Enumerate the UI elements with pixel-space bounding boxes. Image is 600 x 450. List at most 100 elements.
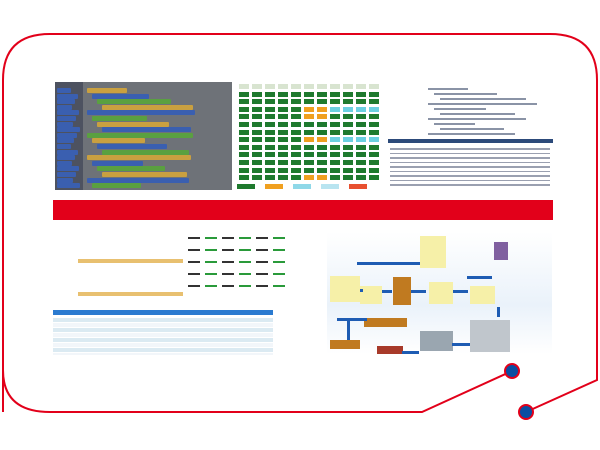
- status-text: [188, 249, 200, 251]
- palette-block: [57, 93, 78, 99]
- crate-icon: [364, 318, 407, 327]
- status-cell: [278, 106, 288, 112]
- status-cell: [291, 106, 301, 112]
- status-cell: [317, 167, 327, 173]
- status-cell: [291, 114, 301, 120]
- legend-swatch: [265, 184, 283, 189]
- status-cell: [265, 106, 275, 112]
- status-cell: [291, 84, 301, 89]
- status-cell: [343, 152, 353, 158]
- status-text: [188, 273, 200, 275]
- status-cell: [265, 91, 275, 97]
- code-block: [102, 172, 187, 177]
- flow-arrow: [402, 351, 419, 354]
- code-block: [102, 149, 189, 155]
- dot-icon: [504, 363, 520, 379]
- palette-block: [57, 166, 79, 172]
- status-cell: [252, 175, 262, 181]
- status-text: [222, 237, 234, 239]
- block-editor-screenshot: [55, 82, 232, 190]
- status-text: [239, 249, 251, 251]
- status-cell: [317, 91, 327, 97]
- status-cell: [304, 160, 314, 165]
- status-cell: [239, 99, 249, 105]
- status-cell: [278, 91, 288, 97]
- table-header: [53, 310, 273, 315]
- status-text: [222, 285, 234, 287]
- status-cell: [278, 167, 288, 173]
- flow-arrow: [411, 290, 426, 293]
- status-cell: [304, 167, 314, 173]
- palette-block: [57, 149, 78, 155]
- palette-block: [57, 138, 74, 144]
- frame-outer-border: [2, 33, 598, 413]
- palette-block: [57, 132, 77, 138]
- status-cell: [278, 144, 288, 150]
- logistics-flow-diagram: [327, 232, 552, 354]
- code-line: [440, 128, 504, 130]
- code-block: [102, 127, 191, 133]
- status-cell: [330, 106, 340, 112]
- status-text: [205, 237, 217, 239]
- forklift-icon: [360, 286, 382, 304]
- flow-arrow: [337, 318, 367, 321]
- code-line: [428, 103, 537, 105]
- status-text: [273, 249, 285, 251]
- legend-swatch: [293, 184, 311, 189]
- status-text: [239, 261, 251, 263]
- status-cell: [343, 84, 353, 89]
- code-block: [87, 177, 189, 183]
- status-cell: [356, 114, 366, 120]
- status-cell: [252, 144, 262, 150]
- status-text: [188, 285, 200, 287]
- status-cell: [304, 122, 314, 127]
- code-block: [97, 144, 167, 149]
- status-cell: [369, 122, 379, 127]
- status-cell: [330, 160, 340, 165]
- table-row: [53, 343, 273, 347]
- status-text: [256, 237, 268, 239]
- status-cell: [252, 152, 262, 158]
- log-line: [390, 148, 550, 150]
- log-line: [390, 166, 550, 168]
- status-cell: [356, 137, 366, 143]
- log-line: [390, 175, 550, 177]
- flow-arrow: [382, 290, 392, 293]
- status-text: [205, 261, 217, 263]
- code-block: [92, 116, 147, 121]
- status-cell: [356, 84, 366, 89]
- status-cell: [317, 122, 327, 127]
- palette-block: [57, 144, 71, 149]
- crate-icon: [330, 340, 360, 349]
- status-cell: [291, 167, 301, 173]
- palette-block: [57, 121, 73, 127]
- log-line: [390, 184, 550, 186]
- palette-block: [57, 88, 71, 93]
- status-cell: [278, 175, 288, 181]
- status-cell: [278, 152, 288, 158]
- status-grid-screenshot: [237, 82, 385, 190]
- status-cell: [343, 137, 353, 143]
- computer-icon: [420, 236, 446, 268]
- dot-icon: [518, 404, 534, 420]
- crate-icon: [393, 277, 411, 305]
- flow-arrow: [453, 290, 468, 293]
- status-cell: [356, 122, 366, 127]
- status-cell: [317, 144, 327, 150]
- status-cell: [369, 84, 379, 89]
- status-cell: [330, 129, 340, 135]
- inspection-box: [429, 282, 453, 304]
- code-block: [87, 132, 193, 138]
- status-text: [239, 273, 251, 275]
- status-cell: [239, 122, 249, 127]
- status-text: [188, 261, 200, 263]
- code-block: [97, 166, 165, 172]
- status-cell: [291, 137, 301, 143]
- table-row: [53, 353, 273, 355]
- code-block: [87, 88, 127, 93]
- truck-icon: [330, 276, 360, 302]
- status-cell: [330, 167, 340, 173]
- red-divider-bar: [53, 200, 553, 220]
- code-line: [434, 108, 486, 110]
